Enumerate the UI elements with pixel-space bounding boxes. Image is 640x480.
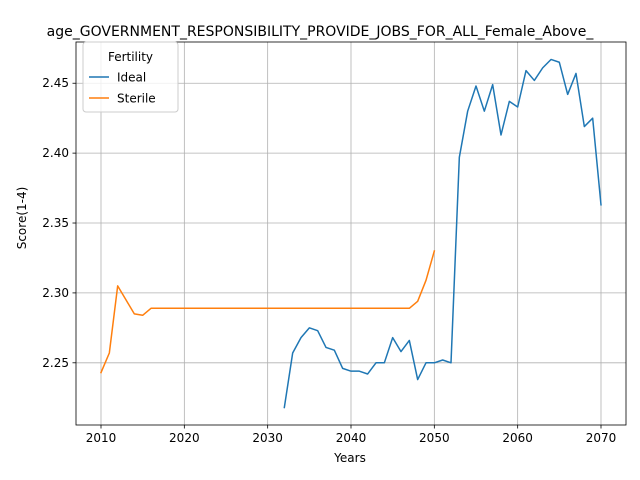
x-tick-label: 2070 bbox=[586, 431, 617, 445]
x-tick-label: 2020 bbox=[169, 431, 200, 445]
chart-title: age_GOVERNMENT_RESPONSIBILITY_PROVIDE_JO… bbox=[47, 24, 595, 40]
legend: Fertility Ideal Sterile bbox=[82, 41, 179, 113]
y-tick-label: 2.35 bbox=[42, 216, 69, 230]
y-tick-label: 2.25 bbox=[42, 356, 69, 370]
x-tick-label: 2060 bbox=[502, 431, 533, 445]
series-line-sterile bbox=[100, 250, 436, 374]
grid-lines bbox=[76, 42, 626, 425]
x-tick-label: 2030 bbox=[252, 431, 283, 445]
x-tick-label: 2040 bbox=[336, 431, 367, 445]
y-tick-label: 2.30 bbox=[42, 286, 69, 300]
y-tick-label: 2.45 bbox=[42, 76, 69, 90]
x-axis-label: Years bbox=[333, 451, 366, 465]
legend-box bbox=[82, 41, 179, 113]
y-axis-label: Score(1-4) bbox=[15, 187, 29, 250]
legend-label-sterile: Sterile bbox=[117, 92, 156, 106]
y-tick-label: 2.40 bbox=[42, 146, 69, 160]
series-line-ideal bbox=[283, 58, 602, 409]
x-tick-label: 2050 bbox=[419, 431, 450, 445]
legend-title: Fertility bbox=[108, 50, 153, 64]
legend-label-ideal: Ideal bbox=[117, 71, 146, 85]
x-tick-label: 2010 bbox=[86, 431, 117, 445]
series-layer bbox=[100, 58, 602, 409]
axis-ticks: 2010 2020 2030 2040 2050 2060 2070 2.25 2.30 2.35… bbox=[42, 76, 616, 445]
